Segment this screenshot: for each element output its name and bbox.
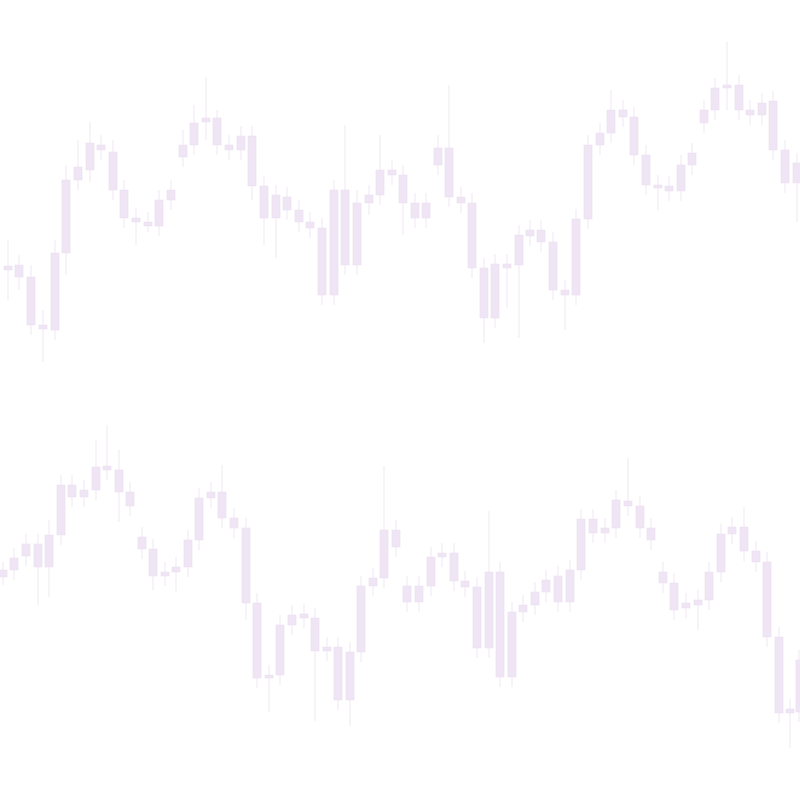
bodies [0, 465, 800, 714]
bodies [3, 84, 800, 331]
top-candles [3, 42, 800, 362]
bottom-candles [0, 425, 800, 748]
